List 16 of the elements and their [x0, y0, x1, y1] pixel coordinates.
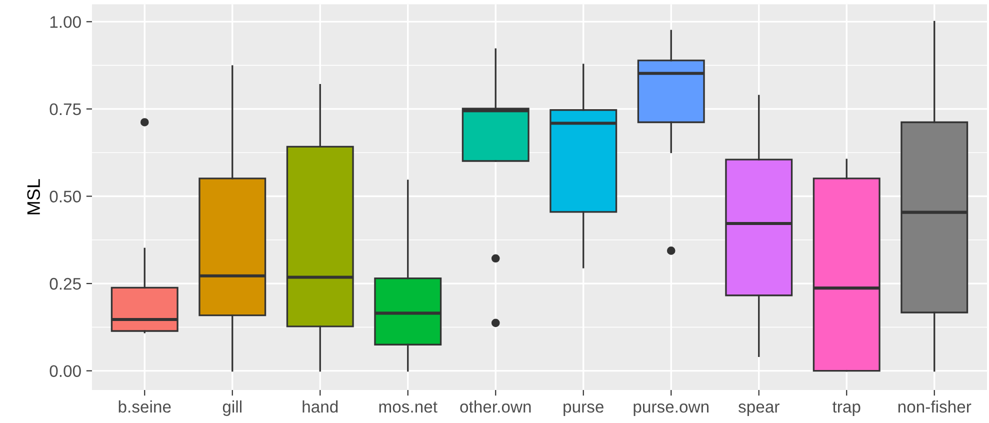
y-tick-label: 0.75 — [50, 103, 81, 116]
y-tick-label: 0.50 — [50, 190, 81, 202]
x-tick-label: non-fisher — [898, 400, 972, 413]
x-tick-label: mos.net — [379, 402, 438, 413]
x-tick-label: gill — [222, 400, 242, 416]
x-tick-label: other.own — [460, 400, 531, 413]
x-tick-label: purse — [564, 404, 604, 416]
x-tick-label: spear — [738, 404, 780, 416]
x-tick-label: hand — [302, 400, 338, 413]
y-tick-label: 0.00 — [50, 365, 81, 378]
x-tick-label: b.seine — [118, 400, 171, 413]
x-tick-label: trap — [832, 402, 860, 416]
y-tick-label: 1.00 — [50, 16, 81, 28]
y-axis-title: MSL — [27, 179, 40, 214]
x-tick-label: purse.own — [634, 404, 708, 416]
y-tick-label: 0.25 — [50, 278, 81, 290]
